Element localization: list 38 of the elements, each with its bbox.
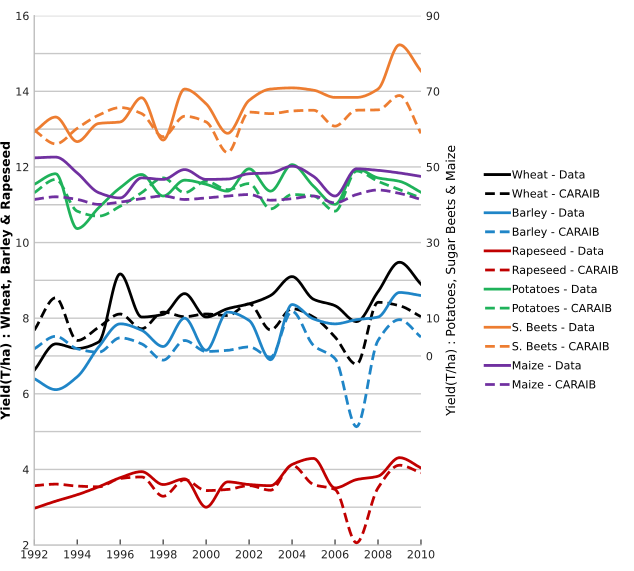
legend-label: Potatoes - CARAIB: [512, 304, 612, 312]
x-tick-label: 2000: [192, 550, 220, 558]
y2-tick-label: 90: [426, 12, 440, 20]
y-axis-title: Yield(T/ha) : Wheat, Barley & Rapeseed: [0, 142, 12, 420]
legend-label: Rapeseed - Data: [512, 246, 604, 258]
y2-tick-label: 0: [426, 352, 432, 360]
legend-label: Rapeseed - CARAIB: [512, 265, 618, 276]
x-tick-label: 2006: [322, 550, 348, 558]
y2-tick-label: 50: [426, 162, 440, 172]
legend-label: S. Beets - CARAIB: [512, 342, 609, 350]
y-tick-label: 14: [16, 87, 29, 96]
x-tick-label: 2002: [236, 550, 262, 558]
legend-label: Barley - Data: [512, 208, 584, 219]
x-tick-label: 1998: [150, 550, 177, 558]
y-tick-label: 6: [23, 390, 29, 398]
legend-label: Maize - CARAIB: [512, 380, 596, 389]
legend-label: Barley - CARAIB: [512, 227, 599, 238]
y-tick-label: 8: [23, 314, 29, 323]
y2-tick-label: 70: [426, 87, 440, 96]
legend-label: S. Beets - Data: [512, 322, 594, 332]
x-tick-label: 2004: [278, 550, 306, 558]
legend-label: Wheat - Data: [512, 170, 584, 179]
legend-label: Maize - Data: [512, 360, 581, 370]
y-tick-label: 10: [16, 238, 29, 247]
x-tick-label: 2008: [364, 550, 392, 558]
y-tick-label: 4: [22, 466, 29, 474]
y2-tick-label: 30: [426, 238, 440, 247]
x-tick-label: 2010: [408, 550, 434, 558]
x-tick-label: 1992: [21, 550, 48, 558]
x-tick-label: 1996: [107, 550, 134, 558]
y-tick-label: 2: [23, 540, 28, 550]
x-tick-label: 1994: [64, 550, 91, 558]
y2-axis-title: Yield(T/ha) : Potatoes, Sugar Beets & Maize: [446, 146, 458, 416]
legend-label: Wheat - CARAIB: [512, 189, 600, 198]
y-tick-label: 12: [16, 162, 28, 172]
y2-tick-label: 10: [427, 314, 440, 323]
y-tick-label: 16: [16, 12, 29, 20]
legend-label: Potatoes - Data: [512, 284, 596, 294]
